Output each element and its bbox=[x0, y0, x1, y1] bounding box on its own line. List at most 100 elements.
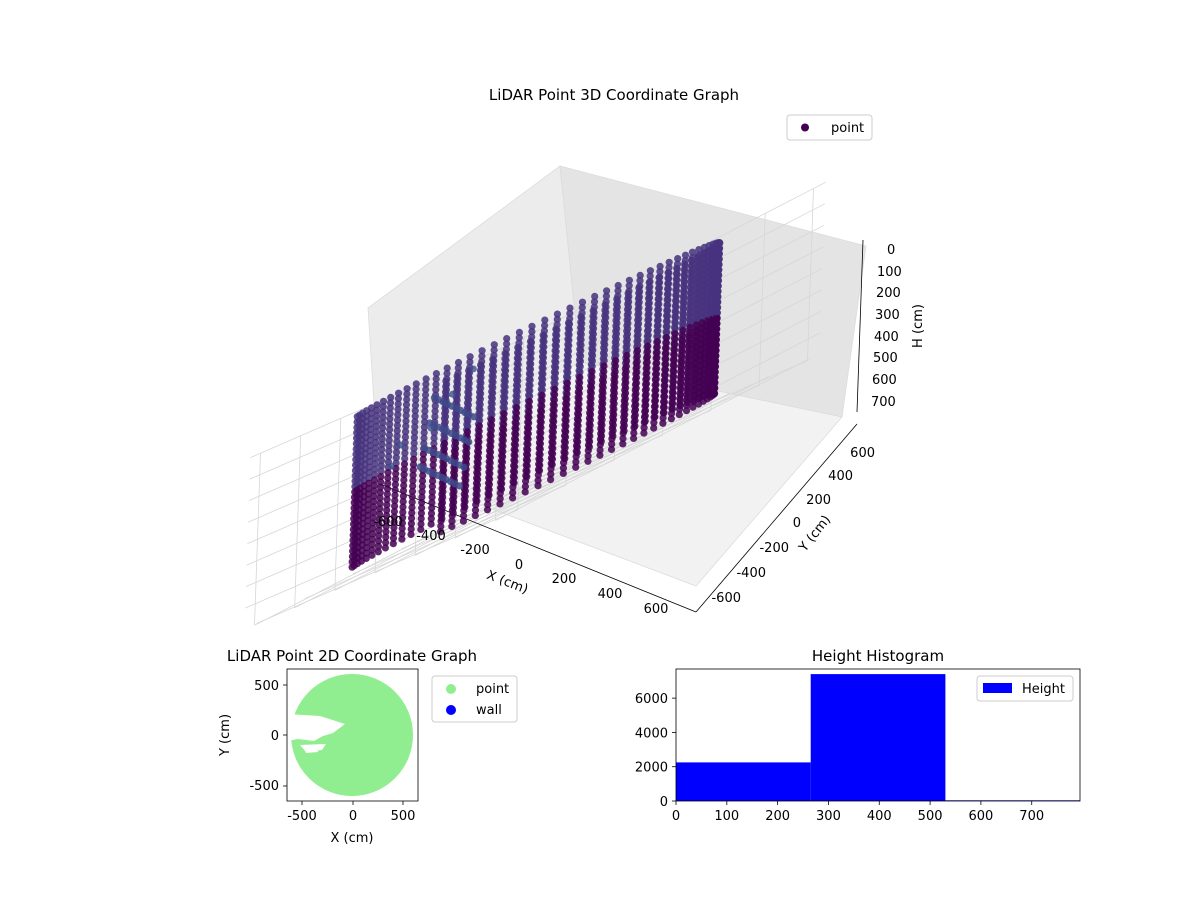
data-point bbox=[510, 468, 519, 476]
data-point bbox=[386, 415, 394, 423]
y-ticks-3d: -600 -400 -200 0 200 400 600 bbox=[711, 446, 875, 606]
data-point bbox=[551, 385, 559, 393]
data-point bbox=[642, 390, 650, 398]
y-tick-label: -400 bbox=[736, 566, 766, 581]
data-point bbox=[635, 309, 643, 317]
x-ticks-2d: -500 0 500 bbox=[287, 801, 415, 824]
data-point bbox=[600, 373, 608, 381]
data-point bbox=[374, 542, 383, 551]
data-point bbox=[371, 471, 379, 479]
data-point bbox=[609, 421, 617, 429]
data-point bbox=[368, 551, 376, 559]
data-point bbox=[634, 325, 642, 333]
data-point bbox=[409, 461, 418, 469]
data-point bbox=[577, 336, 585, 344]
data-point bbox=[402, 428, 410, 436]
data-point bbox=[577, 325, 586, 333]
data-point bbox=[510, 474, 518, 482]
data-point bbox=[526, 381, 534, 389]
data-point bbox=[539, 364, 547, 373]
data-point bbox=[501, 394, 509, 402]
data-point bbox=[644, 320, 653, 329]
data-point bbox=[401, 449, 409, 457]
data-point bbox=[597, 437, 605, 445]
y-axis-label-3d: Y (cm) bbox=[796, 513, 834, 556]
data-point bbox=[422, 375, 430, 383]
point-region bbox=[291, 674, 413, 796]
data-point bbox=[621, 405, 629, 413]
data-point bbox=[412, 380, 420, 388]
data-point bbox=[512, 414, 521, 422]
data-point bbox=[695, 383, 704, 391]
data-point bbox=[398, 524, 406, 533]
data-point bbox=[395, 389, 403, 397]
data-point bbox=[661, 371, 669, 379]
legend-3d: point bbox=[786, 114, 873, 141]
data-point bbox=[586, 437, 594, 446]
data-point bbox=[367, 431, 375, 439]
data-point bbox=[375, 521, 383, 529]
data-point bbox=[383, 490, 391, 498]
x-tick-label: 500 bbox=[391, 809, 416, 824]
data-point bbox=[598, 427, 606, 435]
data-point bbox=[539, 359, 547, 367]
data-point bbox=[562, 417, 570, 425]
data-point bbox=[475, 422, 483, 430]
data-point bbox=[511, 463, 519, 471]
data-point bbox=[431, 413, 439, 421]
data-point bbox=[386, 409, 394, 418]
data-point bbox=[612, 346, 620, 354]
x-tick-label: 300 bbox=[816, 809, 841, 824]
data-point bbox=[408, 504, 416, 512]
data-point bbox=[551, 369, 560, 377]
data-point bbox=[382, 522, 390, 531]
data-point bbox=[418, 498, 426, 507]
data-point bbox=[418, 488, 426, 496]
data-point bbox=[442, 407, 450, 415]
data-point bbox=[632, 390, 640, 398]
x-tick-label: 0 bbox=[349, 809, 357, 824]
data-point bbox=[686, 323, 694, 332]
x-tick-label: 100 bbox=[714, 809, 739, 824]
data-point bbox=[373, 401, 381, 409]
data-point bbox=[685, 350, 693, 358]
data-point bbox=[383, 495, 391, 504]
data-point bbox=[487, 437, 495, 445]
data-point bbox=[586, 432, 594, 440]
data-point bbox=[393, 421, 401, 430]
data-point bbox=[385, 431, 393, 439]
data-point bbox=[524, 440, 532, 449]
data-point bbox=[422, 380, 430, 388]
data-point bbox=[418, 504, 426, 512]
data-point bbox=[699, 270, 708, 278]
data-point bbox=[477, 390, 485, 398]
data-point bbox=[656, 262, 664, 270]
data-point bbox=[578, 303, 586, 312]
grid-line bbox=[495, 358, 810, 521]
data-point bbox=[399, 498, 407, 506]
data-point bbox=[575, 395, 583, 403]
data-point bbox=[536, 461, 544, 469]
data-point bbox=[693, 283, 702, 291]
data-point bbox=[687, 297, 695, 305]
data-point bbox=[596, 451, 604, 459]
data-point bbox=[487, 427, 495, 435]
data-point bbox=[564, 363, 572, 371]
data-point bbox=[474, 470, 482, 478]
data-point bbox=[465, 396, 473, 404]
data-point bbox=[399, 514, 407, 522]
data-point bbox=[601, 330, 609, 338]
data-point bbox=[693, 305, 701, 313]
data-point bbox=[620, 416, 629, 424]
data-point bbox=[602, 292, 611, 300]
data-point bbox=[690, 391, 698, 399]
data-point bbox=[669, 389, 677, 397]
data-point bbox=[670, 351, 678, 359]
data-point bbox=[453, 412, 461, 420]
data-point bbox=[586, 421, 594, 429]
data-point bbox=[686, 318, 694, 326]
grid-line bbox=[455, 375, 770, 539]
data-point bbox=[644, 326, 652, 334]
data-point bbox=[367, 404, 376, 412]
y-tick-label: 0 bbox=[793, 516, 801, 531]
